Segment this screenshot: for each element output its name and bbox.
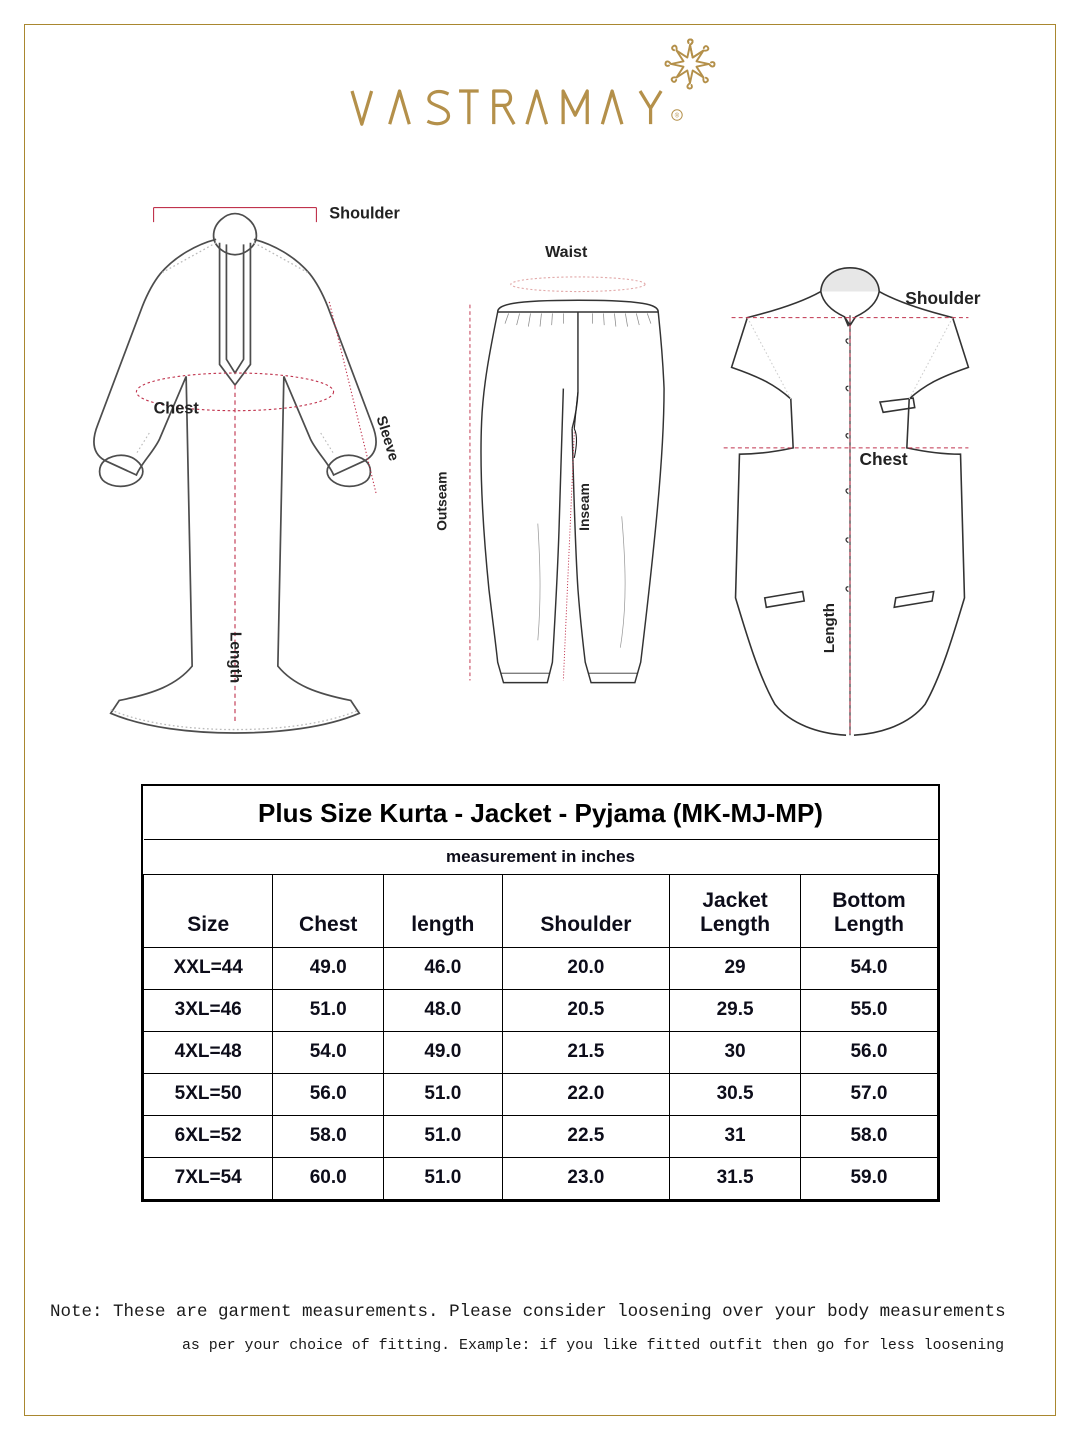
svg-text:Waist: Waist xyxy=(545,243,588,261)
svg-text:Length: Length xyxy=(821,603,838,653)
svg-text:Chest: Chest xyxy=(154,399,200,417)
svg-text:Sleeve: Sleeve xyxy=(373,414,402,463)
svg-text:Length: Length xyxy=(227,632,244,683)
svg-text:Outseam: Outseam xyxy=(434,472,450,531)
svg-text:Shoulder: Shoulder xyxy=(329,205,400,223)
svg-text:Shoulder: Shoulder xyxy=(905,288,980,308)
svg-text:Inseam: Inseam xyxy=(576,483,592,531)
svg-text:Chest: Chest xyxy=(859,449,907,469)
svg-text:®: ® xyxy=(675,113,680,120)
